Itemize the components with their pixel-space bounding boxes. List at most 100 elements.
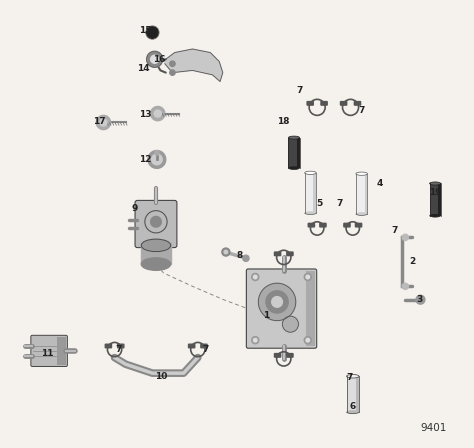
Circle shape	[252, 336, 259, 344]
Bar	[305, 173, 316, 213]
FancyBboxPatch shape	[355, 102, 361, 105]
Text: 5: 5	[316, 199, 322, 208]
FancyBboxPatch shape	[321, 102, 327, 105]
FancyBboxPatch shape	[31, 335, 67, 366]
Ellipse shape	[356, 212, 367, 215]
Circle shape	[254, 338, 257, 342]
Ellipse shape	[305, 211, 316, 215]
Text: 12: 12	[139, 155, 152, 164]
Ellipse shape	[141, 258, 171, 270]
FancyBboxPatch shape	[287, 353, 293, 357]
FancyBboxPatch shape	[308, 224, 314, 227]
FancyBboxPatch shape	[307, 102, 313, 105]
Circle shape	[402, 283, 409, 289]
Bar	[313, 173, 316, 213]
Text: 9401: 9401	[420, 423, 446, 433]
Text: 7: 7	[336, 199, 343, 208]
Text: 14: 14	[137, 64, 150, 73]
Wedge shape	[146, 51, 163, 67]
Bar	[429, 184, 441, 215]
Circle shape	[272, 297, 283, 307]
Circle shape	[252, 273, 259, 280]
FancyBboxPatch shape	[105, 344, 111, 348]
Ellipse shape	[305, 171, 316, 174]
Text: 7: 7	[358, 106, 365, 115]
Bar	[365, 174, 367, 214]
Circle shape	[151, 55, 159, 63]
Ellipse shape	[288, 166, 300, 169]
Circle shape	[283, 316, 299, 332]
Wedge shape	[151, 107, 165, 121]
Bar	[141, 243, 171, 264]
FancyBboxPatch shape	[201, 344, 207, 348]
Text: 11: 11	[42, 349, 54, 358]
Text: 8: 8	[236, 251, 242, 260]
Circle shape	[152, 154, 162, 165]
FancyBboxPatch shape	[320, 224, 326, 227]
FancyBboxPatch shape	[287, 252, 293, 256]
Text: 7: 7	[346, 373, 352, 382]
Text: 13: 13	[139, 110, 152, 120]
Bar	[306, 271, 315, 346]
Text: 1: 1	[263, 311, 269, 320]
Ellipse shape	[356, 172, 367, 175]
Circle shape	[243, 255, 249, 261]
Ellipse shape	[346, 375, 359, 378]
Text: 2: 2	[410, 257, 416, 267]
Ellipse shape	[429, 182, 441, 185]
Text: 10: 10	[155, 372, 167, 381]
Text: 16: 16	[153, 55, 165, 64]
Bar	[356, 174, 367, 214]
FancyBboxPatch shape	[135, 200, 177, 248]
FancyBboxPatch shape	[344, 224, 350, 227]
Circle shape	[154, 110, 161, 117]
Bar	[297, 138, 300, 168]
Circle shape	[402, 234, 409, 241]
FancyBboxPatch shape	[340, 102, 346, 105]
Circle shape	[266, 291, 288, 313]
Text: 4: 4	[376, 180, 383, 189]
Circle shape	[146, 27, 158, 39]
Text: 19: 19	[429, 188, 441, 197]
Circle shape	[306, 338, 310, 342]
Bar	[346, 376, 359, 412]
Text: 18: 18	[277, 117, 290, 126]
Circle shape	[258, 283, 296, 321]
FancyBboxPatch shape	[189, 344, 195, 348]
Wedge shape	[148, 151, 166, 168]
Polygon shape	[165, 49, 223, 82]
FancyBboxPatch shape	[274, 252, 281, 256]
Bar	[57, 336, 66, 365]
FancyBboxPatch shape	[246, 269, 317, 348]
Circle shape	[100, 119, 107, 126]
Text: 15: 15	[139, 26, 152, 35]
Bar	[288, 138, 300, 168]
FancyBboxPatch shape	[118, 344, 124, 348]
FancyBboxPatch shape	[356, 224, 362, 227]
Text: 3: 3	[417, 295, 423, 304]
Text: 7: 7	[392, 226, 398, 235]
Ellipse shape	[141, 239, 171, 252]
Circle shape	[155, 151, 159, 155]
Ellipse shape	[429, 214, 441, 217]
Ellipse shape	[346, 410, 359, 414]
Text: 7: 7	[296, 86, 302, 95]
Text: 9: 9	[131, 204, 138, 213]
Text: 7: 7	[203, 345, 209, 354]
Circle shape	[170, 70, 175, 75]
FancyBboxPatch shape	[274, 353, 281, 357]
Circle shape	[306, 275, 310, 279]
Circle shape	[222, 248, 230, 256]
Text: 7: 7	[116, 345, 122, 354]
Circle shape	[151, 216, 161, 227]
Wedge shape	[96, 116, 110, 129]
Circle shape	[254, 275, 257, 279]
Circle shape	[170, 61, 175, 66]
Circle shape	[304, 336, 311, 344]
Bar	[356, 376, 359, 412]
Bar	[438, 184, 441, 215]
Text: 17: 17	[93, 117, 105, 126]
Circle shape	[304, 273, 311, 280]
Circle shape	[416, 295, 425, 304]
Circle shape	[224, 250, 228, 254]
